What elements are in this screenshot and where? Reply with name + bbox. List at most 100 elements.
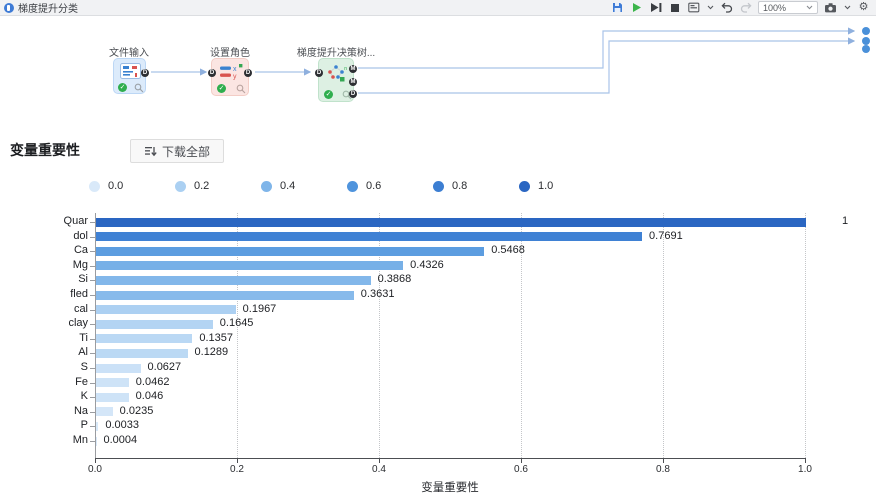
- x-tick-label-1.0: 1.0: [798, 464, 812, 475]
- value-label-P: 0.0033: [105, 419, 139, 432]
- x-axis-line: [95, 458, 806, 459]
- x-tick-label-0.8: 0.8: [656, 464, 670, 475]
- bar-fled: [96, 290, 354, 300]
- bar-cal: [96, 305, 236, 315]
- category-label-Si: Si: [78, 273, 88, 286]
- download-all-label: 下载全部: [161, 144, 210, 159]
- legend-color-dot: [175, 180, 186, 192]
- undo-icon[interactable]: [720, 1, 733, 14]
- output-port-dot[interactable]: [862, 37, 870, 45]
- port-out-m1[interactable]: M: [349, 65, 357, 73]
- category-label-cal: cal: [73, 302, 88, 315]
- category-label-Ti: Ti: [79, 331, 88, 344]
- preview-magnifier-icon[interactable]: [236, 84, 246, 94]
- y-axis-line: [95, 213, 96, 459]
- report-panel-icon[interactable]: [687, 1, 700, 14]
- legend-item-0.8: 0.8: [433, 180, 519, 192]
- x-tick-label-0.4: 0.4: [372, 464, 386, 475]
- decision-tree-icon: [328, 65, 345, 82]
- port-out-m2[interactable]: M: [349, 78, 357, 86]
- category-label-Quar: Quar: [63, 215, 88, 227]
- run-to-end-icon[interactable]: [649, 1, 662, 14]
- y-tick: [90, 280, 95, 282]
- category-label-fled: fled: [70, 288, 88, 300]
- port-in-d[interactable]: D: [208, 69, 216, 77]
- category-label-P: P: [80, 419, 88, 432]
- bar-S: [96, 363, 141, 373]
- y-tick: [90, 236, 95, 238]
- category-label-Mn: Mn: [72, 434, 88, 446]
- bar-Ti: [96, 334, 193, 344]
- y-tick: [90, 251, 95, 253]
- x-tick-0.6: [521, 459, 522, 463]
- node-gbdt-label: 梯度提升决策树...: [296, 48, 376, 59]
- bar-P: [96, 421, 99, 431]
- bar-Si: [96, 275, 371, 285]
- port-hint-label: n: [344, 66, 347, 72]
- bar-Quar: [96, 217, 806, 227]
- bar-clay: [96, 319, 213, 329]
- value-label-Al: 0.1289: [194, 346, 229, 359]
- legend-color-dot: [89, 180, 100, 192]
- y-tick: [90, 426, 95, 428]
- redo-icon[interactable]: [739, 1, 752, 14]
- legend-item-1.0: 1.0: [519, 180, 605, 192]
- x-tick-0.2: [237, 459, 238, 463]
- screenshot-icon[interactable]: [824, 1, 837, 14]
- save-icon[interactable]: [611, 1, 624, 14]
- port-out-d[interactable]: D: [244, 69, 252, 77]
- category-label-Fe: Fe: [75, 375, 88, 388]
- category-label-S: S: [80, 361, 88, 373]
- legend-label: 0.4: [280, 180, 296, 192]
- output-port-dot[interactable]: [862, 27, 870, 35]
- y-tick: [90, 265, 95, 267]
- toolbar: 梯度提升分类: [0, 0, 876, 16]
- stop-icon[interactable]: [668, 1, 681, 14]
- category-label-clay: clay: [68, 317, 88, 330]
- report-panel-chevron-icon[interactable]: [706, 1, 714, 14]
- preview-magnifier-icon[interactable]: [342, 90, 352, 100]
- category-label-Mg: Mg: [72, 258, 88, 271]
- value-label-Quar: 1: [842, 215, 849, 227]
- value-label-Mg: 0.4326: [410, 258, 444, 271]
- preview-magnifier-icon[interactable]: [134, 83, 144, 93]
- color-scale-legend: 0.0 0.2 0.4 0.6 0.8 1.0: [89, 180, 605, 192]
- y-tick: [90, 338, 95, 340]
- run-icon[interactable]: [630, 1, 643, 14]
- category-label-Na: Na: [73, 404, 88, 417]
- bar-Al: [96, 348, 188, 358]
- bar-Mn: [96, 436, 97, 446]
- value-label-fled: 0.3631: [360, 288, 395, 300]
- bar-K: [96, 392, 129, 402]
- legend-item-0.0: 0.0: [89, 180, 175, 192]
- output-port-dot[interactable]: [862, 45, 870, 53]
- node-success-check-icon: ✓: [217, 84, 226, 93]
- legend-item-0.6: 0.6: [347, 180, 433, 192]
- value-label-cal: 0.1967: [242, 302, 277, 315]
- category-label-Al: Al: [78, 346, 88, 359]
- port-in-d[interactable]: D: [315, 69, 323, 77]
- x-tick-label-0.6: 0.6: [514, 464, 528, 475]
- settings-gear-icon[interactable]: ⚙: [858, 1, 869, 13]
- x-tick-label-0.0: 0.0: [88, 464, 102, 475]
- zoom-level-select[interactable]: 100%: [758, 1, 818, 14]
- x-axis-title: 变量重要性: [421, 482, 479, 494]
- toolbar-right: 100% ⚙: [611, 1, 876, 14]
- y-tick: [90, 397, 95, 399]
- node-gbdt[interactable]: n ✓ D M M D: [315, 58, 357, 102]
- bar-Na: [96, 407, 113, 417]
- screenshot-chevron-icon[interactable]: [843, 1, 851, 14]
- port-out-d[interactable]: D: [349, 90, 357, 98]
- y-tick: [90, 368, 95, 369]
- download-all-button[interactable]: 下载全部: [130, 139, 224, 163]
- legend-label: 0.8: [452, 180, 468, 192]
- legend-color-dot: [433, 180, 444, 192]
- gridline-1: [805, 213, 806, 458]
- gridline-0.4: [379, 213, 380, 458]
- node-file-input[interactable]: ✓ D: [113, 58, 149, 94]
- y-tick: [90, 324, 95, 326]
- port-out-d[interactable]: D: [141, 69, 149, 77]
- workflow-title: 梯度提升分类: [18, 4, 78, 15]
- node-set-role[interactable]: x y ✓ D D: [208, 58, 252, 96]
- legend-color-dot: [347, 180, 358, 192]
